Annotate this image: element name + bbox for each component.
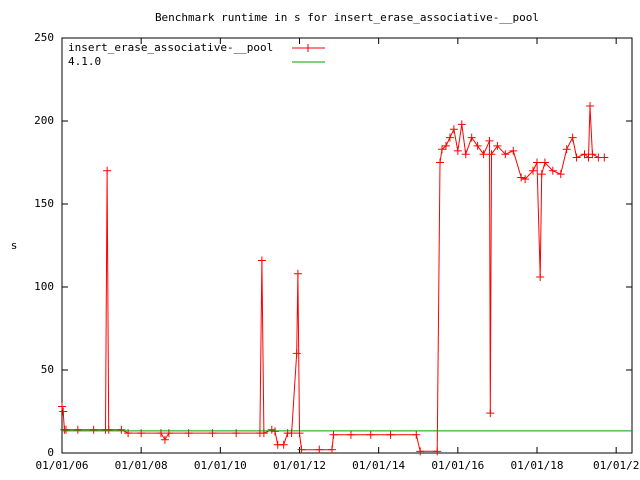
marker xyxy=(257,256,266,265)
marker xyxy=(433,447,442,456)
marker xyxy=(486,409,495,418)
marker xyxy=(327,445,336,454)
x-tick-label: 01/01/2 xyxy=(593,459,639,472)
x-tick-label: 01/01/10 xyxy=(194,459,247,472)
marker xyxy=(208,429,217,438)
chart-title: Benchmark runtime in s for insert_erase_… xyxy=(155,11,539,24)
marker xyxy=(73,425,82,434)
y-axis-label: s xyxy=(11,239,18,252)
marker xyxy=(568,133,577,142)
marker xyxy=(572,153,581,162)
marker xyxy=(584,153,593,162)
marker xyxy=(521,175,530,184)
marker xyxy=(293,269,302,278)
marker xyxy=(467,133,476,142)
marker xyxy=(537,170,546,179)
y-tick-label: 100 xyxy=(34,280,54,293)
legend-label: insert_erase_associative-__pool xyxy=(68,41,273,54)
marker xyxy=(529,166,538,175)
marker xyxy=(438,145,446,154)
marker xyxy=(386,430,395,439)
marker xyxy=(580,150,589,159)
y-tick-label: 200 xyxy=(34,114,54,127)
marker xyxy=(329,430,338,439)
x-tick-label: 01/01/18 xyxy=(511,459,564,472)
marker xyxy=(449,125,458,134)
marker xyxy=(59,407,68,416)
marker xyxy=(103,166,112,175)
marker xyxy=(548,166,557,175)
x-tick-label: 01/01/12 xyxy=(273,459,326,472)
marker xyxy=(441,141,450,150)
marker xyxy=(501,150,510,159)
marker xyxy=(473,141,482,150)
marker xyxy=(600,153,609,162)
marker xyxy=(117,425,126,434)
marker xyxy=(533,158,541,167)
marker xyxy=(304,44,312,52)
marker xyxy=(124,429,133,438)
marker xyxy=(540,158,549,167)
marker xyxy=(479,150,488,159)
marker xyxy=(445,133,454,142)
marker xyxy=(61,425,70,434)
marker xyxy=(137,429,146,438)
marker xyxy=(315,445,324,454)
marker xyxy=(232,429,241,438)
marker xyxy=(292,349,301,358)
marker xyxy=(279,440,288,449)
marker xyxy=(104,425,113,434)
marker xyxy=(436,158,445,167)
x-tick-label: 01/01/14 xyxy=(352,459,405,472)
marker xyxy=(457,120,466,129)
plot-border xyxy=(61,37,633,454)
x-tick-label: 01/01/06 xyxy=(36,459,89,472)
marker xyxy=(270,427,279,436)
legend-label: 4.1.0 xyxy=(68,55,101,68)
x-tick-label: 01/01/08 xyxy=(115,459,168,472)
marker xyxy=(416,447,425,456)
marker xyxy=(517,173,526,182)
marker xyxy=(297,445,306,454)
marker xyxy=(586,102,595,111)
marker xyxy=(556,170,565,179)
marker xyxy=(485,136,494,145)
marker xyxy=(562,145,571,154)
marker xyxy=(259,429,268,438)
y-tick-label: 150 xyxy=(34,197,54,210)
marker xyxy=(346,430,355,439)
series-line xyxy=(61,106,605,452)
y-tick-label: 0 xyxy=(47,446,54,459)
marker xyxy=(184,429,193,438)
x-tick-label: 01/01/16 xyxy=(431,459,484,472)
marker xyxy=(58,402,66,411)
marker xyxy=(164,429,173,438)
marker xyxy=(536,273,545,282)
marker xyxy=(493,141,502,150)
marker xyxy=(287,429,296,438)
marker xyxy=(366,430,375,439)
marker xyxy=(295,429,304,438)
marker xyxy=(588,150,597,159)
marker xyxy=(156,429,165,438)
marker xyxy=(160,435,169,444)
marker xyxy=(412,430,421,439)
y-tick-label: 50 xyxy=(41,363,54,376)
marker xyxy=(487,150,496,159)
y-tick-label: 250 xyxy=(34,31,54,44)
marker xyxy=(453,146,462,155)
marker xyxy=(89,425,98,434)
marker xyxy=(461,150,470,159)
marker xyxy=(509,146,518,155)
